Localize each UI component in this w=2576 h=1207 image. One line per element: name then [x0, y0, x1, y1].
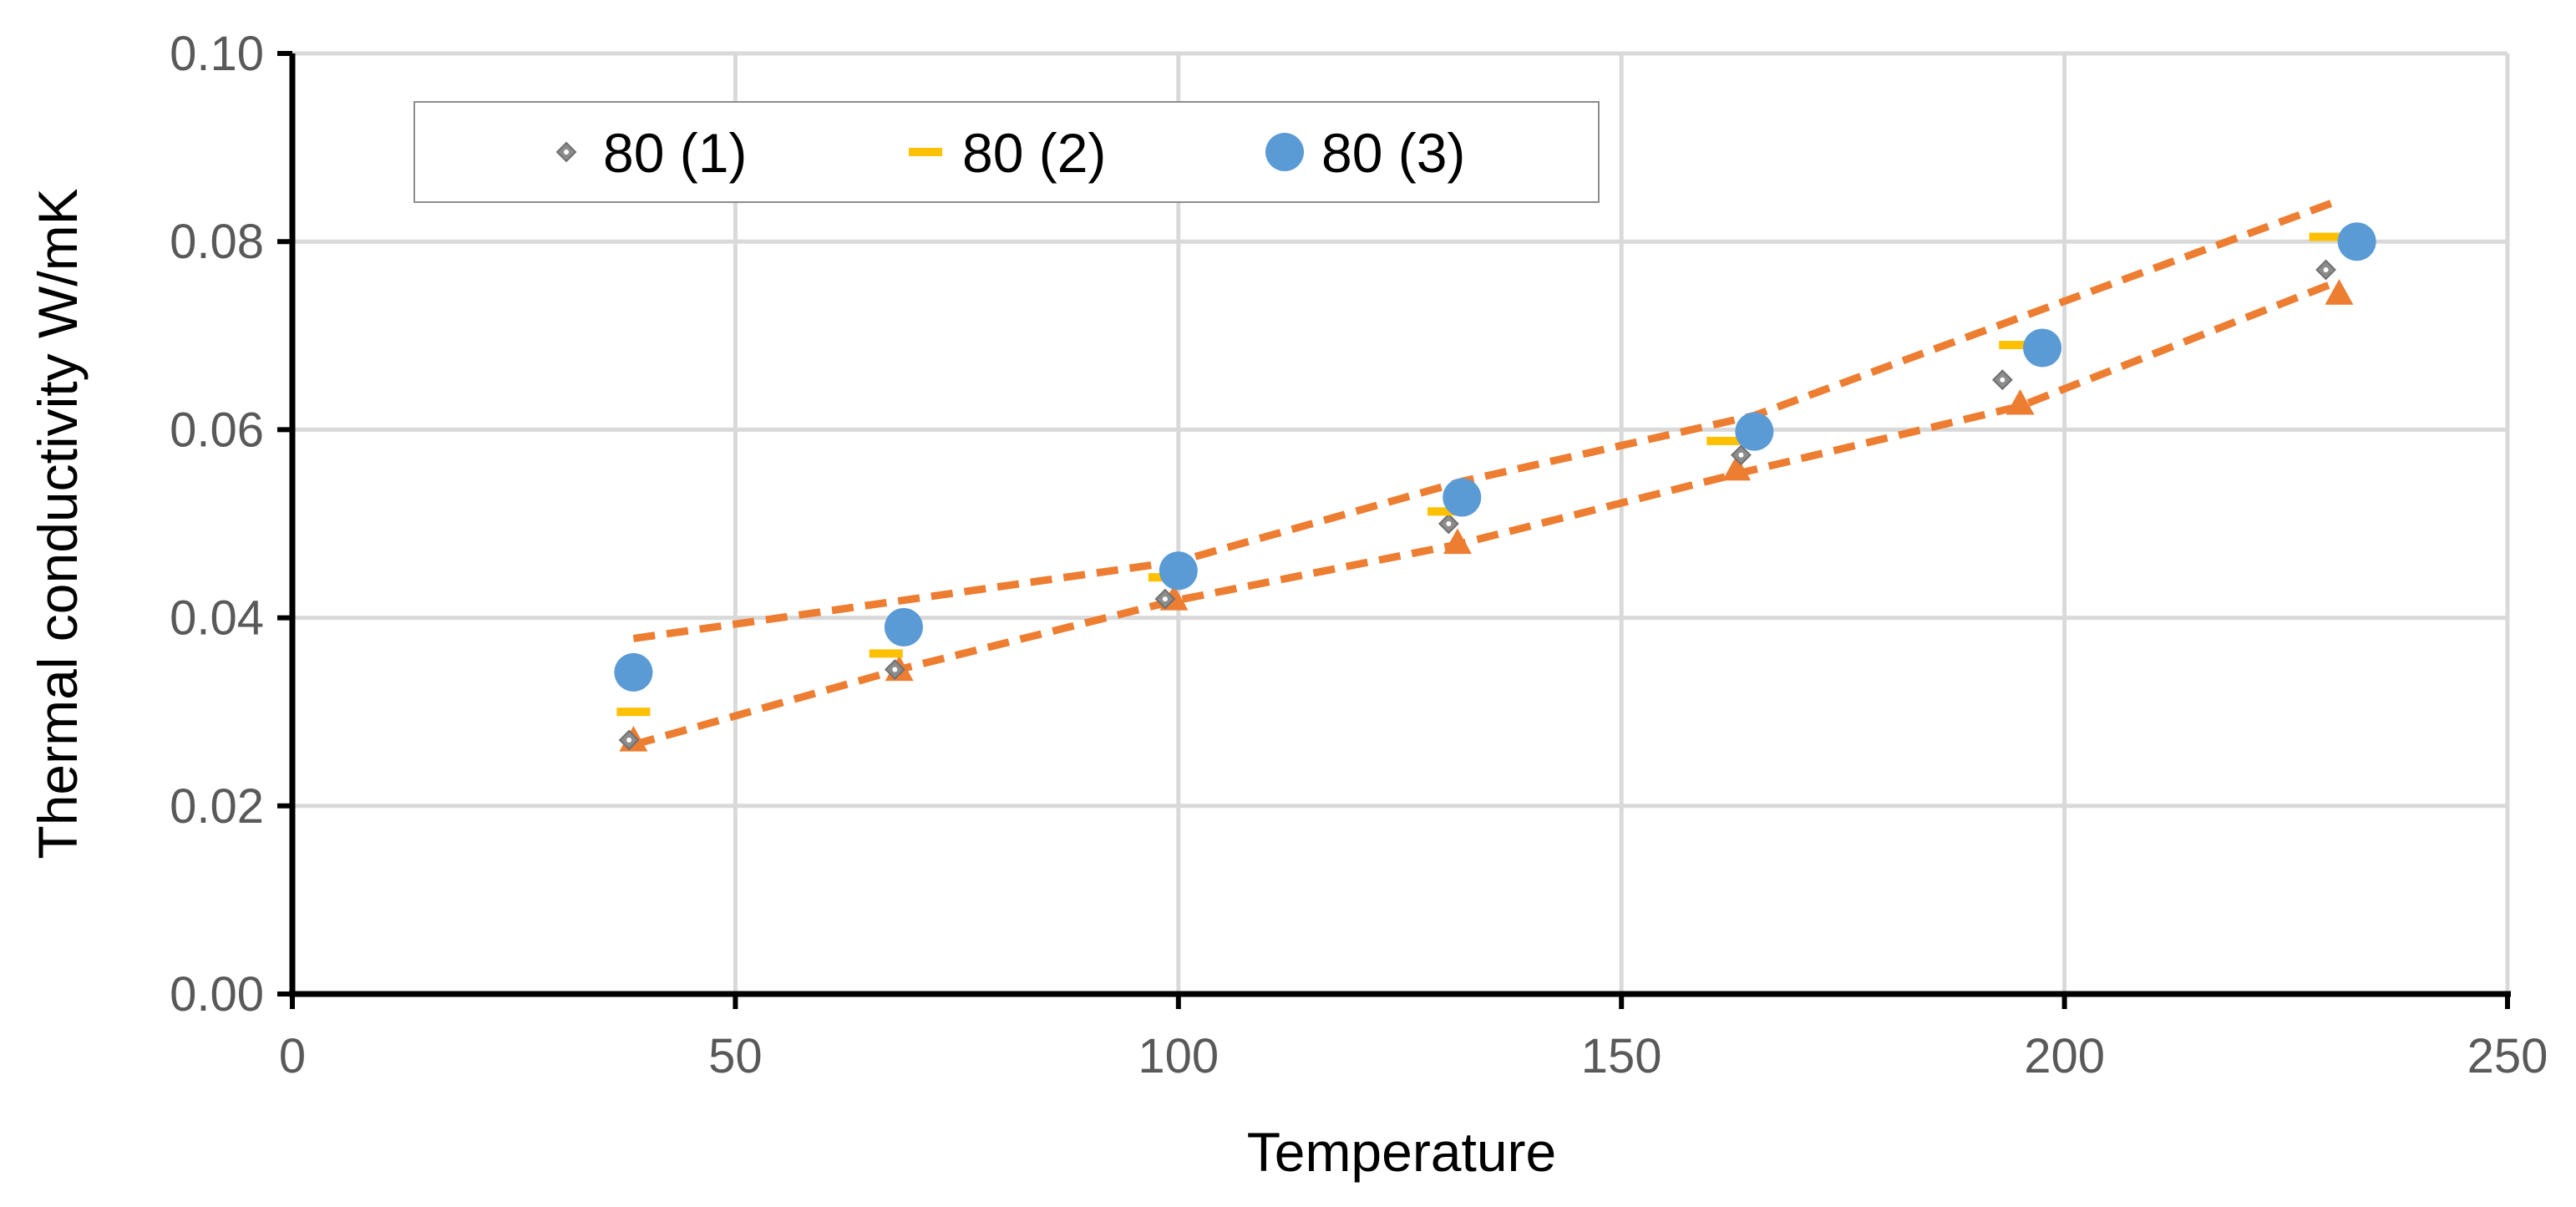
circle-marker	[884, 607, 923, 647]
diamond-marker-center	[626, 737, 632, 743]
x-axis-title: Temperature	[1247, 1121, 1557, 1183]
y-axis-title: Thermal conductivity W/mK	[27, 188, 89, 859]
legend: 80 (1) 80 (2) 80 (3)	[413, 101, 1600, 203]
circle-marker	[2023, 328, 2062, 368]
dash-marker	[616, 707, 651, 717]
y-tick-label: 0.08	[170, 215, 264, 269]
legend-marker	[909, 148, 942, 156]
diamond-marker-center	[1162, 596, 1168, 602]
y-tick-label: 0.00	[170, 967, 264, 1022]
triangle-marker	[2006, 388, 2035, 415]
diamond-marker-center	[892, 667, 898, 672]
envelope-line	[632, 198, 2336, 642]
grid	[292, 51, 2510, 994]
series-4	[619, 279, 2354, 752]
y-tick-label: 0.10	[170, 27, 264, 81]
x-tick-label: 50	[708, 1029, 763, 1083]
ticks: 0 50 100 150 200 250 0.00 0.02 0.04 0.06 0.08 0.10	[170, 27, 2548, 1083]
axes	[289, 53, 2511, 997]
y-tick-label: 0.04	[170, 591, 264, 646]
circle-marker	[614, 652, 653, 692]
dash-marker	[869, 649, 903, 658]
series-1	[618, 259, 2336, 751]
circle-marker	[1735, 412, 1774, 451]
x-tick-label: 150	[1581, 1029, 1662, 1083]
legend-entry-label: 80 (3)	[1321, 122, 1465, 184]
circle-marker	[2337, 222, 2376, 261]
diamond-marker-center	[2323, 266, 2329, 272]
dash-marker	[1427, 507, 1462, 516]
circle-marker	[1443, 478, 1482, 517]
legend-marker-center	[564, 150, 569, 155]
x-tick-label: 0	[279, 1029, 306, 1083]
triangle-marker	[2325, 279, 2354, 305]
envelope-lines	[632, 198, 2341, 748]
dash-marker	[1706, 436, 1741, 445]
triangle-marker	[1722, 454, 1752, 481]
triangle-marker	[1443, 528, 1472, 555]
series-2	[616, 232, 2343, 717]
circle-marker	[1159, 551, 1198, 591]
legend-box	[413, 101, 1600, 203]
series-3	[614, 222, 2376, 692]
y-tick-label: 0.02	[170, 779, 264, 834]
x-tick-label: 200	[2024, 1029, 2105, 1083]
x-tick-label: 250	[2467, 1029, 2548, 1083]
legend-entry-label: 80 (2)	[962, 122, 1106, 184]
y-tick-label: 0.06	[170, 403, 264, 457]
dash-marker	[1999, 341, 2033, 350]
diamond-marker-center	[1446, 521, 1452, 526]
data-markers	[614, 222, 2376, 752]
diamond-marker-center	[1738, 452, 1744, 458]
legend-entry-label: 80 (1)	[603, 122, 747, 184]
legend-marker	[1265, 133, 1304, 171]
diamond-marker-center	[2000, 377, 2006, 383]
dash-marker	[2309, 232, 2343, 241]
x-tick-label: 100	[1138, 1029, 1219, 1083]
